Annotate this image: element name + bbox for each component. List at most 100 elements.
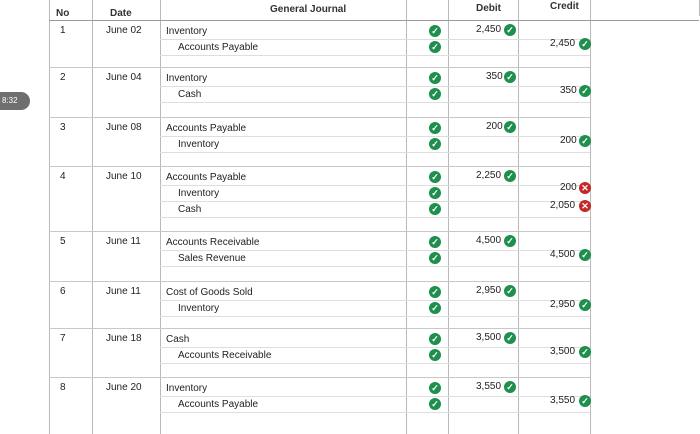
row-rule xyxy=(160,55,590,56)
check-icon: ✓ xyxy=(504,170,516,182)
check-icon: ✓ xyxy=(504,381,516,393)
check-icon: ✓ xyxy=(579,38,591,50)
credit-account[interactable]: Cash xyxy=(178,204,202,215)
entry-date: June 10 xyxy=(106,171,142,182)
check-icon: ✓ xyxy=(429,236,441,248)
credit-account[interactable]: Accounts Receivable xyxy=(178,350,272,361)
debit-amount[interactable]: 4,500 xyxy=(476,235,502,246)
entry-date: June 20 xyxy=(106,382,142,393)
entry-divider xyxy=(49,281,590,282)
side-time-badge: 8:32 xyxy=(0,92,30,110)
credit-amount[interactable]: 3,500 xyxy=(550,346,576,357)
check-icon: ✓ xyxy=(429,382,441,394)
debit-amount[interactable]: 2,950 xyxy=(476,285,502,296)
check-icon: ✓ xyxy=(504,71,516,83)
credit-account[interactable]: Cash xyxy=(178,89,202,100)
entry-date: June 08 xyxy=(106,122,142,133)
check-icon: ✓ xyxy=(579,346,591,358)
row-rule xyxy=(160,136,590,137)
col-header-debit: Debit xyxy=(476,3,501,14)
col-header-credit: Credit xyxy=(550,1,579,12)
check-icon: ✓ xyxy=(429,138,441,150)
check-icon: ✓ xyxy=(429,252,441,264)
debit-account[interactable]: Inventory xyxy=(166,383,208,394)
cross-icon: ✕ xyxy=(579,182,591,194)
debit-account[interactable]: Cash xyxy=(166,334,190,345)
entry-number: 6 xyxy=(60,286,66,297)
entry-number: 3 xyxy=(60,122,66,133)
credit-amount[interactable]: 2,950 xyxy=(550,299,576,310)
row-rule xyxy=(160,396,590,397)
credit-amount[interactable]: 3,550 xyxy=(550,395,576,406)
entry-divider xyxy=(49,117,590,118)
row-rule xyxy=(160,152,590,153)
cross-icon: ✕ xyxy=(579,200,591,212)
entry-divider xyxy=(49,328,590,329)
entry-divider xyxy=(49,166,590,167)
entry-number: 2 xyxy=(60,72,66,83)
debit-account[interactable]: Accounts Payable xyxy=(166,172,247,183)
row-rule xyxy=(160,39,590,40)
row-rule xyxy=(160,266,590,267)
credit-account[interactable]: Inventory xyxy=(178,303,220,314)
entry-date: June 11 xyxy=(106,236,141,247)
credit-amount[interactable]: 4,500 xyxy=(550,249,576,260)
debit-account[interactable]: Inventory xyxy=(166,73,208,84)
credit-account[interactable]: Accounts Payable xyxy=(178,399,259,410)
entry-date: June 02 xyxy=(106,25,142,36)
row-rule xyxy=(160,102,590,103)
row-rule xyxy=(160,347,590,348)
check-icon: ✓ xyxy=(579,85,591,97)
credit-account[interactable]: Inventory xyxy=(178,139,220,150)
debit-account[interactable]: Accounts Receivable xyxy=(166,237,260,248)
row-rule xyxy=(160,217,590,218)
check-icon: ✓ xyxy=(579,135,591,147)
debit-amount[interactable]: 200 xyxy=(486,121,503,132)
check-icon: ✓ xyxy=(429,72,441,84)
col-header-no: No xyxy=(56,8,70,19)
check-icon: ✓ xyxy=(504,285,516,297)
check-icon: ✓ xyxy=(429,302,441,314)
check-icon: ✓ xyxy=(504,121,516,133)
entry-date: June 11 xyxy=(106,286,141,297)
check-icon: ✓ xyxy=(429,25,441,37)
check-icon: ✓ xyxy=(429,187,441,199)
header-divider xyxy=(49,20,699,21)
debit-amount[interactable]: 3,550 xyxy=(476,381,502,392)
entry-number: 1 xyxy=(60,25,66,36)
debit-account[interactable]: Inventory xyxy=(166,26,208,37)
debit-amount[interactable]: 350 xyxy=(486,71,503,82)
credit-amount[interactable]: 350 xyxy=(560,85,577,96)
credit-amount[interactable]: 200 xyxy=(560,135,577,146)
credit-account[interactable]: Inventory xyxy=(178,188,220,199)
entry-divider xyxy=(49,231,590,232)
check-icon: ✓ xyxy=(579,299,591,311)
debit-amount[interactable]: 3,500 xyxy=(476,332,502,343)
row-rule xyxy=(160,185,590,186)
check-icon: ✓ xyxy=(429,286,441,298)
check-icon: ✓ xyxy=(429,122,441,134)
column-divider xyxy=(92,0,93,434)
check-icon: ✓ xyxy=(429,398,441,410)
column-divider xyxy=(49,0,50,434)
debit-amount[interactable]: 2,250 xyxy=(476,170,502,181)
check-icon: ✓ xyxy=(579,395,591,407)
credit-account[interactable]: Accounts Payable xyxy=(178,42,259,53)
entry-divider xyxy=(49,67,590,68)
debit-account[interactable]: Cost of Goods Sold xyxy=(166,287,253,298)
table-title: General Journal xyxy=(270,4,347,15)
credit-amount[interactable]: 2,450 xyxy=(550,38,576,49)
debit-amount[interactable]: 2,450 xyxy=(476,24,502,35)
row-rule xyxy=(160,412,590,413)
col-header-date: Date xyxy=(110,8,132,19)
check-icon: ✓ xyxy=(429,333,441,345)
general-journal-table: No Date General Journal Debit Credit 1 Ju… xyxy=(44,0,700,434)
debit-account[interactable]: Accounts Payable xyxy=(166,123,247,134)
credit-amount[interactable]: 200 xyxy=(560,182,577,193)
credit-amount[interactable]: 2,050 xyxy=(550,200,576,211)
check-icon: ✓ xyxy=(429,349,441,361)
column-divider xyxy=(590,0,591,434)
entry-divider xyxy=(49,377,590,378)
entry-number: 5 xyxy=(60,236,66,247)
credit-account[interactable]: Sales Revenue xyxy=(178,253,246,264)
